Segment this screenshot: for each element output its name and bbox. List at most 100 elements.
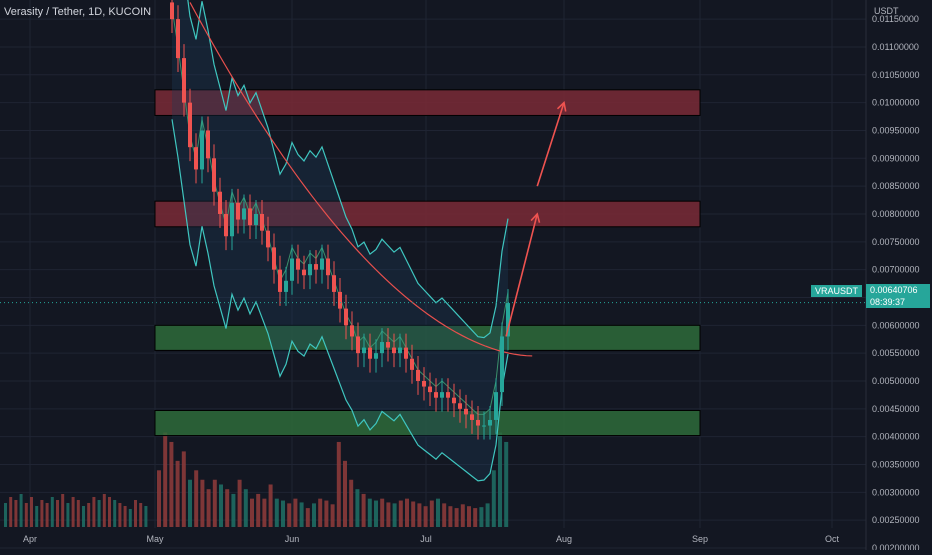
candle-body xyxy=(464,408,468,415)
volume-bar xyxy=(71,497,75,527)
bollinger-upper xyxy=(187,0,509,339)
candle-body xyxy=(218,191,222,214)
volume-bar xyxy=(417,503,422,527)
candle-body xyxy=(350,325,354,337)
volume-bar xyxy=(92,497,96,527)
volume-bar xyxy=(102,494,106,527)
volume-bar xyxy=(97,500,101,527)
candle-body xyxy=(500,336,504,393)
volume-bar xyxy=(118,503,122,527)
y-tick-label: 0.00200000 xyxy=(872,543,920,550)
candle-body xyxy=(374,353,378,359)
volume-bar xyxy=(305,508,310,527)
candle-body xyxy=(368,347,372,359)
y-tick-label: 0.00850000 xyxy=(872,181,920,191)
candle-body xyxy=(326,258,330,276)
candle-body xyxy=(470,414,474,420)
candle-body xyxy=(248,208,252,226)
candle-body xyxy=(236,202,240,220)
candle-body xyxy=(452,397,456,404)
y-tick-label: 0.01100000 xyxy=(872,42,919,52)
y-tick-label: 0.00950000 xyxy=(872,125,920,135)
candle-body xyxy=(488,419,492,426)
volume-bar xyxy=(386,502,391,527)
resistance-zone xyxy=(154,89,701,116)
candle-body xyxy=(176,19,180,59)
volume-bar xyxy=(9,497,13,527)
candle-body xyxy=(260,213,264,231)
candle-body xyxy=(356,336,360,354)
y-tick-label: 0.00600000 xyxy=(872,320,920,330)
candle-body xyxy=(200,130,204,170)
volume-bar xyxy=(128,509,132,527)
x-tick-label: Sep xyxy=(692,534,708,544)
volume-bar xyxy=(56,500,59,527)
volume-bar xyxy=(169,441,174,527)
x-tick-label: Jul xyxy=(420,534,432,544)
volume-bar xyxy=(4,503,7,527)
volume-bar xyxy=(336,441,341,527)
y-tick-label: 0.00500000 xyxy=(872,376,920,386)
volume-bar xyxy=(473,508,478,527)
volume-bar xyxy=(293,498,298,527)
volume-bar xyxy=(157,470,161,527)
candle-body xyxy=(338,291,342,309)
x-tick-label: Jun xyxy=(285,534,300,544)
y-tick-label: 0.01150000 xyxy=(872,14,919,24)
volume-bar xyxy=(349,479,354,527)
symbol-badge: VRAUSDT xyxy=(811,285,863,297)
volume-bar xyxy=(45,503,49,527)
volume-bar xyxy=(498,432,502,527)
candle-body xyxy=(392,347,396,354)
volume-bar xyxy=(194,470,199,527)
volume-bar xyxy=(299,502,304,527)
candle-body xyxy=(506,303,510,337)
y-tick-label: 0.00800000 xyxy=(872,209,920,219)
volume-bar xyxy=(225,489,230,527)
volume-bar xyxy=(355,489,360,527)
candle-body xyxy=(422,380,426,387)
candle-body xyxy=(494,392,498,420)
volume-bar xyxy=(144,506,148,527)
volume-bar xyxy=(188,479,192,527)
y-tick-label: 0.00750000 xyxy=(872,237,920,247)
candle-body xyxy=(308,264,312,276)
last-price: 0.00640706 xyxy=(870,285,918,295)
volume-bar xyxy=(436,498,440,527)
volume-bar xyxy=(181,451,186,527)
volume-bar xyxy=(134,500,137,527)
y-tick-label: 0.00350000 xyxy=(872,459,920,469)
volume-bar xyxy=(392,503,397,527)
volume-bar xyxy=(398,500,403,527)
volume-bar xyxy=(274,498,279,527)
candle-body xyxy=(212,158,216,192)
volume-bar xyxy=(61,494,65,527)
volume-bar xyxy=(491,470,496,527)
support-zone xyxy=(154,409,701,437)
candle-body xyxy=(446,392,450,398)
y-tick-label: 0.00900000 xyxy=(872,153,920,163)
y-tick-label: 0.00450000 xyxy=(872,404,920,414)
volume-bar xyxy=(66,503,70,527)
candle-body xyxy=(332,275,336,292)
projection-arrow xyxy=(505,213,539,337)
volume-bar xyxy=(163,432,168,527)
volume-bar xyxy=(287,503,292,527)
volume-bar xyxy=(231,493,236,527)
volume-bar xyxy=(237,479,242,527)
candle-body xyxy=(266,230,270,248)
candle-body xyxy=(296,258,300,270)
volume-bar xyxy=(82,506,85,527)
volume-bar xyxy=(423,506,428,527)
candle-body xyxy=(314,264,318,270)
bollinger-layer xyxy=(171,0,533,482)
y-tick-label: 0.00400000 xyxy=(872,432,920,442)
volume-bar xyxy=(281,500,285,527)
chart-title: Verasity / Tether, 1D, KUCOIN xyxy=(4,6,152,18)
candle-body xyxy=(272,247,276,270)
volume-bar xyxy=(87,503,91,527)
volume-bar xyxy=(343,460,347,527)
volume-bar xyxy=(206,489,211,527)
